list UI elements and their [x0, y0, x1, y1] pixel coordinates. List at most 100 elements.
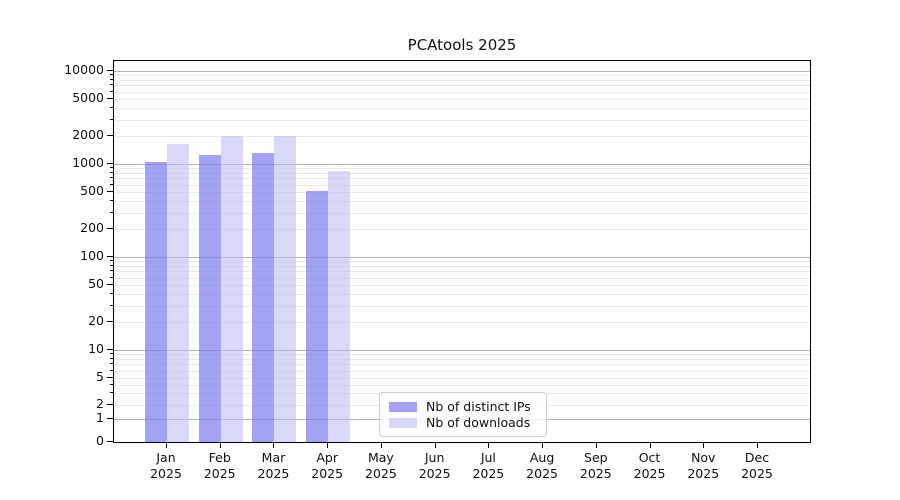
minor-gridline [114, 184, 810, 186]
minor-gridline [114, 192, 810, 193]
bar-apr-distinct-ips [306, 191, 329, 442]
minor-gridline [114, 229, 810, 230]
minor-gridline [114, 322, 810, 323]
minor-gridline [114, 285, 810, 286]
legend: Nb of distinct IPs Nb of downloads [379, 392, 547, 437]
x-label-month: Dec [744, 450, 770, 465]
y-axis-tick-label: 2000 [72, 127, 104, 142]
minor-gridline [114, 364, 810, 366]
x-axis-tick [756, 443, 758, 448]
minor-gridline [114, 168, 810, 170]
legend-row-distinct-ips: Nb of distinct IPs [389, 399, 537, 414]
x-label-month: Jun [424, 450, 445, 465]
y-axis-tick [107, 441, 113, 442]
x-axis-tick-label: Feb 2025 [188, 450, 252, 481]
x-axis-tick-label: Apr 2025 [295, 450, 359, 481]
x-axis-tick-label: Mar 2025 [241, 450, 305, 481]
minor-gridline [114, 212, 810, 214]
bar-feb-distinct-ips [198, 154, 221, 442]
x-label-month: Apr [316, 450, 338, 465]
y-axis-minor-tick [110, 118, 113, 120]
x-label-year: 2025 [257, 465, 290, 481]
minor-gridline [114, 354, 810, 356]
x-axis-tick [434, 443, 436, 448]
y-axis-tick [107, 404, 113, 405]
minor-gridline [114, 75, 810, 77]
minor-gridline [114, 85, 810, 87]
x-label-month: Jul [480, 450, 496, 465]
y-axis-minor-tick [110, 183, 113, 185]
y-axis-minor-tick [110, 392, 113, 394]
y-axis-minor-tick [110, 358, 113, 359]
y-axis-tick [107, 284, 113, 285]
x-label-year: 2025 [687, 465, 720, 481]
major-gridline [114, 71, 810, 72]
minor-gridline [114, 359, 810, 360]
x-label-month: Oct [638, 450, 661, 465]
major-gridline [114, 164, 810, 165]
y-axis-minor-tick [110, 383, 113, 385]
y-axis-minor-tick [110, 304, 113, 306]
major-gridline [114, 257, 810, 258]
y-axis-tick [107, 135, 113, 136]
x-axis-tick-label: Jul 2025 [456, 450, 520, 481]
x-label-year: 2025 [311, 465, 344, 481]
x-axis-tick [542, 443, 544, 448]
x-axis-tick-label: Jan 2025 [134, 450, 198, 481]
x-label-year: 2025 [203, 465, 236, 481]
x-axis-tick [166, 443, 167, 448]
y-axis-tick-label: 1 [96, 410, 104, 425]
minor-gridline [114, 378, 810, 379]
y-axis-tick-label: 50 [88, 276, 104, 291]
x-label-year: 2025 [526, 465, 558, 481]
x-axis-tick-label: Aug 2025 [510, 450, 574, 481]
y-axis-minor-tick [110, 79, 113, 80]
y-axis-tick-label: 5000 [72, 90, 104, 105]
plot-area [113, 60, 811, 443]
y-axis-minor-tick [110, 167, 113, 169]
minor-gridline [114, 294, 810, 295]
y-axis-minor-tick [110, 265, 113, 266]
y-axis-tick [107, 321, 113, 322]
x-axis-tick-label: Sep 2025 [564, 450, 628, 481]
minor-gridline [114, 136, 810, 137]
minor-gridline [114, 173, 810, 174]
x-axis-tick-label: May 2025 [349, 450, 413, 481]
y-axis-minor-tick [110, 353, 113, 355]
y-axis-minor-tick [110, 74, 113, 76]
y-axis-tick-label: 10000 [64, 62, 104, 77]
y-axis-minor-tick [110, 200, 113, 201]
y-axis-tick-label: 100 [80, 248, 104, 263]
y-axis-minor-tick [110, 276, 113, 278]
bar-jan-distinct-ips [145, 162, 167, 442]
minor-gridline [114, 80, 810, 81]
x-axis-tick [219, 443, 221, 448]
y-axis-minor-tick [110, 177, 113, 179]
legend-swatch-downloads [389, 417, 417, 428]
x-label-year: 2025 [365, 465, 397, 481]
bar-mar-downloads [274, 136, 297, 442]
bar-feb-downloads [220, 136, 243, 442]
x-label-year: 2025 [633, 465, 666, 481]
y-axis-minor-tick [110, 107, 113, 108]
x-label-year: 2025 [741, 465, 773, 481]
minor-gridline [114, 370, 810, 372]
bar-mar-distinct-ips [252, 152, 275, 442]
legend-swatch-distinct-ips [389, 401, 417, 412]
x-label-year: 2025 [418, 465, 451, 481]
x-axis-tick [488, 443, 490, 448]
y-axis-minor-tick [110, 211, 113, 213]
minor-gridline [114, 305, 810, 307]
minor-gridline [114, 277, 810, 279]
y-axis-tick-label: 20 [88, 313, 104, 328]
y-axis-tick [107, 228, 113, 229]
x-axis-tick [703, 443, 705, 448]
legend-label-distinct-ips: Nb of distinct IPs [426, 399, 531, 414]
y-axis-tick-label: 1000 [72, 155, 104, 170]
x-axis-tick [649, 443, 651, 448]
y-axis-tick [107, 70, 113, 71]
x-label-year: 2025 [579, 465, 612, 481]
chart-title: PCAtools 2025 [407, 36, 517, 54]
y-axis-tick [107, 256, 113, 257]
